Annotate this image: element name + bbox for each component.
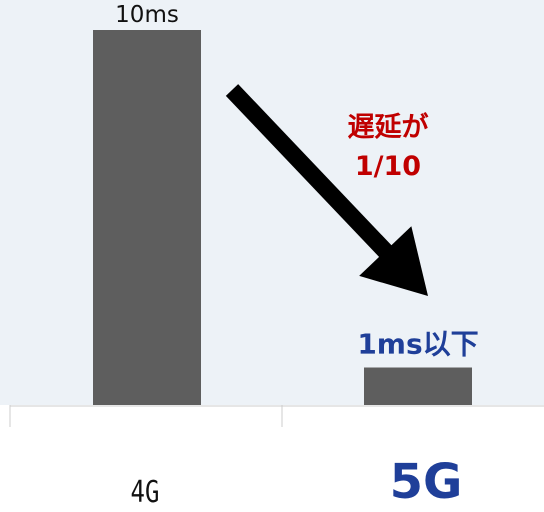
bars-layer xyxy=(93,30,472,405)
data-label-5g: 1ms以下 xyxy=(357,328,478,361)
x-tick-label-5g: 5G xyxy=(390,454,463,510)
trend-arrow xyxy=(225,84,428,296)
bar-4g xyxy=(93,30,201,405)
plot-background xyxy=(0,0,544,405)
labels-layer: 10ms 1ms以下 4G 5G xyxy=(115,2,478,510)
x-axis xyxy=(9,405,544,427)
data-label-4g: 10ms xyxy=(115,2,179,28)
x-tick-label-4g: 4G xyxy=(131,475,160,509)
trend-arrow-shaft xyxy=(225,84,397,263)
annotation-line-2: 1/10 xyxy=(355,151,421,182)
trend-arrow-head xyxy=(359,226,428,296)
bar-5g xyxy=(364,367,472,405)
annotation: 遅延が 1/10 xyxy=(348,111,429,182)
annotation-line-1: 遅延が xyxy=(348,111,429,143)
